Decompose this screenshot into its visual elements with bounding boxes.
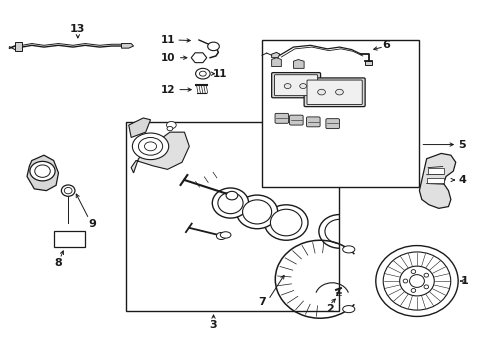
Text: 2: 2 bbox=[326, 304, 334, 314]
FancyBboxPatch shape bbox=[274, 75, 318, 96]
Ellipse shape bbox=[132, 133, 169, 159]
Ellipse shape bbox=[212, 188, 248, 218]
Circle shape bbox=[284, 84, 291, 89]
Ellipse shape bbox=[383, 252, 451, 310]
Bar bbox=[126, 122, 340, 311]
Ellipse shape bbox=[410, 275, 424, 287]
Ellipse shape bbox=[220, 232, 231, 238]
Text: 6: 6 bbox=[383, 40, 391, 50]
Circle shape bbox=[300, 84, 307, 89]
Text: 12: 12 bbox=[161, 85, 176, 95]
Polygon shape bbox=[419, 153, 456, 208]
FancyBboxPatch shape bbox=[275, 113, 289, 123]
Text: 11: 11 bbox=[213, 69, 227, 79]
Ellipse shape bbox=[218, 192, 243, 214]
Polygon shape bbox=[129, 118, 150, 138]
Text: 13: 13 bbox=[70, 24, 86, 34]
Ellipse shape bbox=[138, 138, 163, 155]
FancyBboxPatch shape bbox=[304, 78, 365, 107]
Circle shape bbox=[199, 71, 206, 76]
Polygon shape bbox=[271, 58, 281, 67]
Text: 8: 8 bbox=[54, 258, 62, 268]
Circle shape bbox=[167, 122, 176, 129]
Ellipse shape bbox=[237, 195, 278, 229]
FancyBboxPatch shape bbox=[307, 80, 362, 104]
Polygon shape bbox=[271, 53, 280, 58]
Circle shape bbox=[318, 89, 325, 95]
Text: 1: 1 bbox=[461, 276, 468, 286]
Ellipse shape bbox=[424, 285, 429, 289]
Ellipse shape bbox=[265, 205, 308, 240]
FancyBboxPatch shape bbox=[326, 119, 340, 129]
Ellipse shape bbox=[61, 185, 75, 196]
Polygon shape bbox=[131, 132, 189, 173]
Polygon shape bbox=[294, 59, 304, 68]
Text: 9: 9 bbox=[89, 219, 97, 229]
Text: 11: 11 bbox=[161, 35, 176, 45]
Text: 10: 10 bbox=[161, 53, 176, 63]
Ellipse shape bbox=[30, 161, 55, 181]
Circle shape bbox=[196, 68, 210, 79]
Ellipse shape bbox=[64, 188, 72, 194]
Circle shape bbox=[336, 89, 343, 95]
Ellipse shape bbox=[145, 142, 157, 151]
Ellipse shape bbox=[376, 246, 458, 316]
Polygon shape bbox=[27, 155, 58, 191]
FancyBboxPatch shape bbox=[290, 115, 303, 125]
Text: 5: 5 bbox=[458, 140, 466, 149]
Ellipse shape bbox=[343, 246, 355, 253]
Polygon shape bbox=[15, 42, 22, 51]
Text: 7: 7 bbox=[258, 297, 266, 307]
Bar bbox=[262, 40, 419, 187]
Text: 3: 3 bbox=[210, 320, 218, 330]
FancyBboxPatch shape bbox=[307, 117, 320, 127]
Text: 4: 4 bbox=[458, 175, 466, 185]
Bar bbox=[53, 231, 85, 247]
Circle shape bbox=[217, 233, 226, 239]
Circle shape bbox=[167, 126, 173, 131]
Polygon shape bbox=[122, 44, 134, 48]
Bar bbox=[365, 60, 372, 65]
Ellipse shape bbox=[343, 306, 355, 312]
Ellipse shape bbox=[424, 273, 429, 277]
Ellipse shape bbox=[403, 279, 408, 283]
Ellipse shape bbox=[35, 165, 50, 177]
Ellipse shape bbox=[411, 288, 416, 292]
Ellipse shape bbox=[400, 266, 434, 296]
Ellipse shape bbox=[411, 270, 416, 274]
FancyBboxPatch shape bbox=[271, 73, 320, 98]
Bar bbox=[427, 178, 444, 183]
Ellipse shape bbox=[243, 200, 271, 224]
Circle shape bbox=[226, 192, 238, 200]
Ellipse shape bbox=[270, 209, 302, 236]
Circle shape bbox=[208, 42, 220, 51]
Bar bbox=[428, 168, 444, 174]
